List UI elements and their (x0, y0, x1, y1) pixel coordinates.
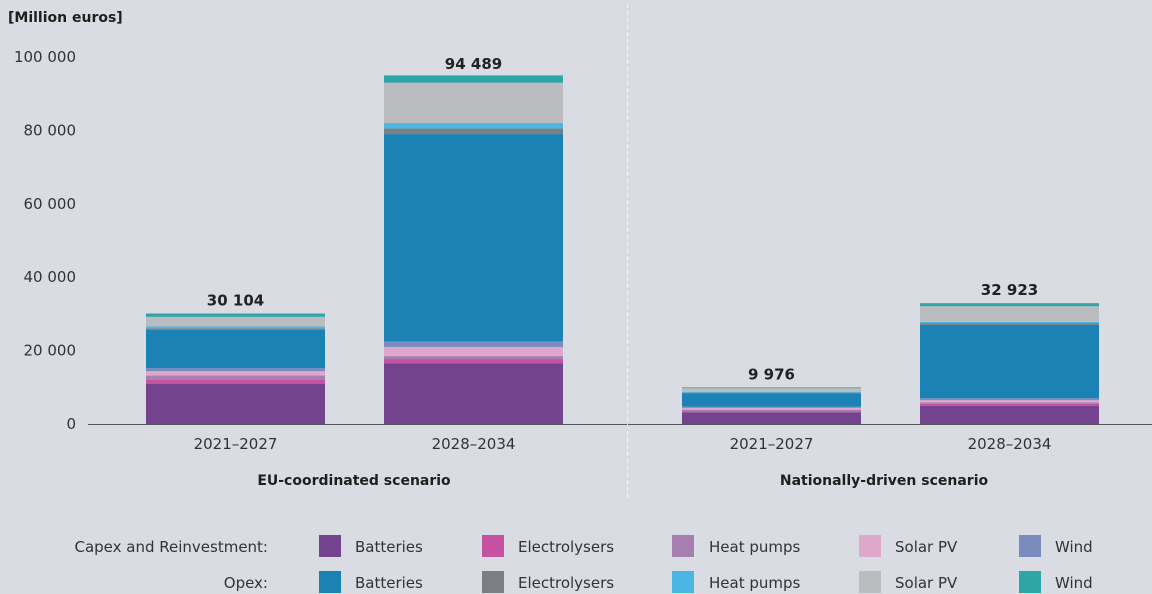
bar-segment-opex_batteries (920, 324, 1099, 399)
legend-row-label-capex: Capex and Reinvestment: (74, 538, 268, 556)
bar-segment-opex_wind (146, 313, 325, 317)
legend-swatch-capex_wind (1019, 535, 1041, 557)
legend-label-opex_batteries: Batteries (355, 574, 423, 592)
bar-total-label: 94 489 (445, 55, 502, 73)
bar-segment-opex_batteries (146, 329, 325, 369)
legend-label-opex_solar_pv: Solar PV (895, 574, 958, 592)
x-axis-category-labels: 2021–2027 2028–2034 2021–2027 2028–2034 (194, 435, 1052, 453)
bar-total-label: 30 104 (207, 292, 264, 310)
bar-segment-opex_heat_pumps (682, 391, 861, 393)
bar-segment-opex_batteries (682, 393, 861, 407)
bar-segment-opex_solar_pv (682, 388, 861, 392)
bar-segment-opex_wind (682, 387, 861, 389)
bar-segment-opex_wind (920, 303, 1099, 307)
legend-swatch-capex_solar_pv (859, 535, 881, 557)
y-axis-ticks: 0 20 000 40 000 60 000 80 000 100 000 (14, 48, 76, 433)
legend-swatch-capex_batteries (319, 535, 341, 557)
legend: Capex and Reinvestment: Opex: Batteries Ele… (74, 535, 1093, 593)
scenario-label: EU-coordinated scenario (257, 473, 451, 489)
bar-segment-capex_solar_pv (146, 371, 325, 376)
legend-swatch-capex_electrolysers (482, 535, 504, 557)
legend-swatch-opex_electrolysers (482, 571, 504, 593)
legend-label-capex_electrolysers: Electrolysers (518, 538, 614, 556)
bar-segment-opex_heat_pumps (384, 123, 563, 129)
legend-swatch-opex_batteries (319, 571, 341, 593)
bar-total-label: 9 976 (748, 365, 795, 383)
y-tick-label: 80 000 (24, 121, 77, 139)
bar-segment-opex_electrolysers (682, 392, 861, 394)
bars (146, 75, 1099, 424)
scenario-label: Nationally-driven scenario (780, 473, 989, 489)
x-category-label: 2028–2034 (432, 435, 516, 453)
legend-label-opex_wind: Wind (1055, 574, 1093, 592)
legend-swatch-capex_heat_pumps (672, 535, 694, 557)
bar-segment-opex_solar_pv (384, 82, 563, 124)
legend-swatch-opex_wind (1019, 571, 1041, 593)
bar-segment-capex_solar_pv (920, 400, 1099, 403)
bar-segment-capex_batteries (920, 405, 1099, 424)
bar-segment-capex_wind (920, 398, 1099, 401)
bar-total-label: 32 923 (981, 281, 1038, 299)
bar-segment-capex_electrolysers (384, 359, 563, 364)
bar-segment-opex_electrolysers (920, 323, 1099, 325)
bar-segment-opex_wind (384, 75, 563, 83)
y-tick-label: 0 (66, 415, 76, 433)
bar-segment-capex_wind (384, 341, 563, 347)
legend-label-capex_heat_pumps: Heat pumps (709, 538, 801, 556)
bar-segment-capex_heat_pumps (682, 409, 861, 412)
bar-segment-capex_solar_pv (384, 346, 563, 357)
bar-segment-capex_wind (682, 406, 861, 408)
bar-segment-opex_electrolysers (146, 328, 325, 330)
bar-segment-opex_heat_pumps (920, 321, 1099, 324)
x-category-label: 2021–2027 (730, 435, 814, 453)
bar-segment-opex_solar_pv (920, 306, 1099, 322)
bar-segment-capex_electrolysers (682, 411, 861, 413)
y-tick-label: 60 000 (24, 195, 77, 213)
x-category-label: 2028–2034 (968, 435, 1052, 453)
legend-swatch-opex_heat_pumps (672, 571, 694, 593)
bar-segment-capex_batteries (384, 363, 563, 424)
y-tick-label: 100 000 (14, 48, 76, 66)
y-axis-unit-label: [Million euros] (8, 10, 123, 26)
legend-swatch-opex_solar_pv (859, 571, 881, 593)
bar-segment-capex_batteries (146, 383, 325, 424)
bar-segment-capex_solar_pv (682, 407, 861, 410)
legend-label-opex_electrolysers: Electrolysers (518, 574, 614, 592)
bar-totals: 30 104 94 489 9 976 32 923 (207, 55, 1038, 383)
legend-row-label-opex: Opex: (224, 574, 268, 592)
bar-segment-opex_batteries (384, 134, 563, 342)
bar-segment-capex_heat_pumps (920, 402, 1099, 404)
bar-segment-capex_heat_pumps (146, 375, 325, 380)
scenario-group-labels: EU-coordinated scenario Nationally-driven… (257, 473, 988, 489)
legend-label-capex_solar_pv: Solar PV (895, 538, 958, 556)
y-tick-label: 40 000 (24, 268, 77, 286)
y-tick-label: 20 000 (24, 342, 77, 360)
legend-label-capex_batteries: Batteries (355, 538, 423, 556)
bar-segment-capex_wind (146, 368, 325, 372)
bar-segment-capex_batteries (682, 412, 861, 424)
bar-segment-capex_heat_pumps (384, 356, 563, 360)
legend-label-capex_wind: Wind (1055, 538, 1093, 556)
x-category-label: 2021–2027 (194, 435, 278, 453)
bar-segment-capex_electrolysers (920, 403, 1099, 406)
legend-label-opex_heat_pumps: Heat pumps (709, 574, 801, 592)
bar-segment-opex_solar_pv (146, 316, 325, 327)
bar-segment-opex_heat_pumps (146, 326, 325, 329)
bar-segment-capex_electrolysers (146, 379, 325, 384)
bar-segment-opex_electrolysers (384, 128, 563, 135)
